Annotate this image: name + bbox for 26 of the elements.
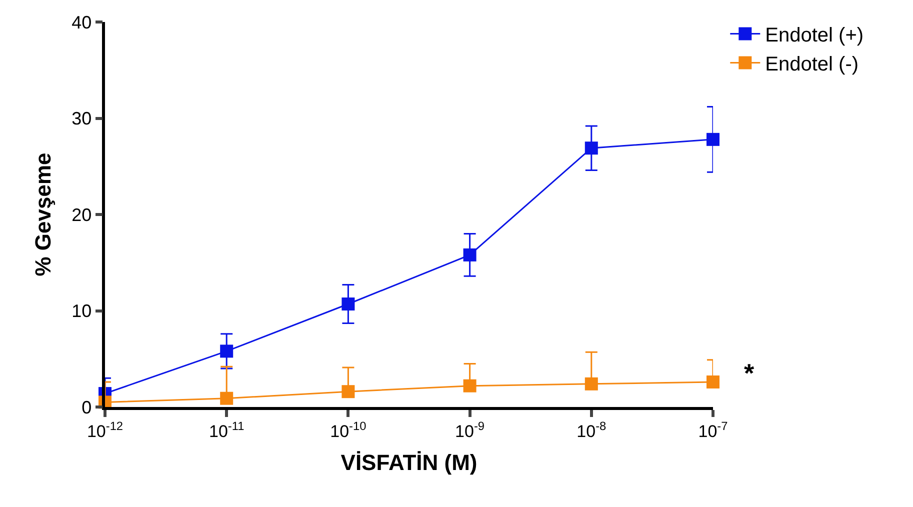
legend-label: Endotel (+) [765,24,864,47]
point [584,142,598,155]
y-tick-label: 30 [72,108,92,129]
x-tick-label: 10$^{-12}$ [86,419,124,442]
point [342,385,355,398]
point [463,248,476,262]
y-tick-label: 20 [72,204,92,225]
point [706,375,720,388]
x-tick-label: 10$^{-10}$ [330,419,367,442]
point [584,377,598,390]
x-tick-label: 10$^{-7}$ [698,419,728,442]
point [706,132,720,146]
legend-label: Endotel (-) [765,54,859,76]
y-tick-label: 10 [72,301,92,322]
point [220,392,234,405]
y-tick-label: 0 [82,397,92,418]
annotation: * [744,358,755,388]
point [463,379,476,392]
x-tick-label: 10$^{-8}$ [576,419,607,442]
point [342,298,355,311]
y-axis-title: % Gevşeme [30,152,56,276]
x-tick-label: 10$^{-9}$ [455,419,485,442]
point [220,344,234,358]
x-tick-label: 10$^{-11}$ [208,419,245,442]
y-tick-label: 40 [72,12,92,32]
x-axis-title: VİSFATİN (M) [340,450,478,476]
